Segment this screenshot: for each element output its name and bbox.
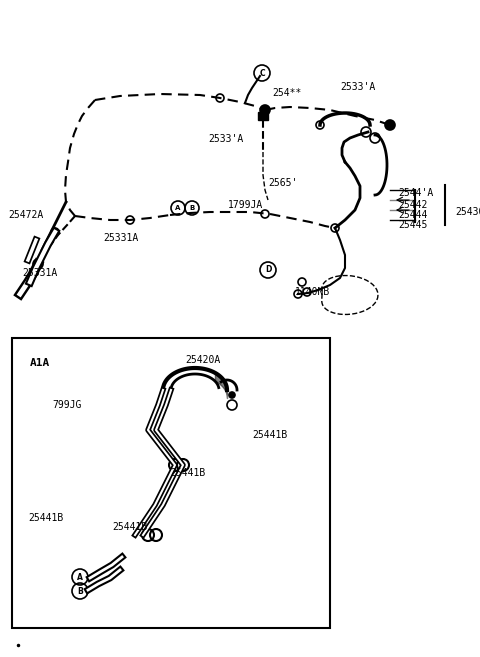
Text: B: B xyxy=(77,587,83,595)
Text: 2544'A: 2544'A xyxy=(398,188,433,198)
Text: 25472A: 25472A xyxy=(8,210,43,220)
Text: 25420A: 25420A xyxy=(185,355,220,365)
Text: A: A xyxy=(175,205,180,211)
Circle shape xyxy=(229,392,235,398)
Text: 25331A: 25331A xyxy=(22,268,57,278)
Text: 25441B: 25441B xyxy=(170,468,205,478)
Bar xyxy=(258,112,268,120)
Text: 25331A: 25331A xyxy=(103,233,138,243)
Text: 25445: 25445 xyxy=(398,220,427,230)
Text: C: C xyxy=(259,68,265,78)
Bar xyxy=(12,338,330,628)
Text: 25442: 25442 xyxy=(398,200,427,210)
Text: 1799JA: 1799JA xyxy=(228,200,263,210)
Text: 2533'A: 2533'A xyxy=(208,134,243,144)
Text: A1A: A1A xyxy=(30,358,50,368)
Text: 2533'A: 2533'A xyxy=(340,82,375,92)
Text: A: A xyxy=(77,572,83,581)
Text: 1140NB: 1140NB xyxy=(295,287,330,297)
Circle shape xyxy=(385,120,395,130)
Text: 254**: 254** xyxy=(272,88,301,98)
Text: 25441B: 25441B xyxy=(112,522,147,532)
Circle shape xyxy=(260,105,270,115)
Text: 25430: 25430 xyxy=(455,207,480,217)
Text: 25441B: 25441B xyxy=(28,513,63,523)
Text: 25444: 25444 xyxy=(398,210,427,220)
Text: 2565': 2565' xyxy=(268,178,298,188)
Text: 25441B: 25441B xyxy=(252,430,287,440)
Text: D: D xyxy=(265,265,271,275)
Text: B: B xyxy=(190,205,194,211)
Text: 799JG: 799JG xyxy=(52,400,82,410)
